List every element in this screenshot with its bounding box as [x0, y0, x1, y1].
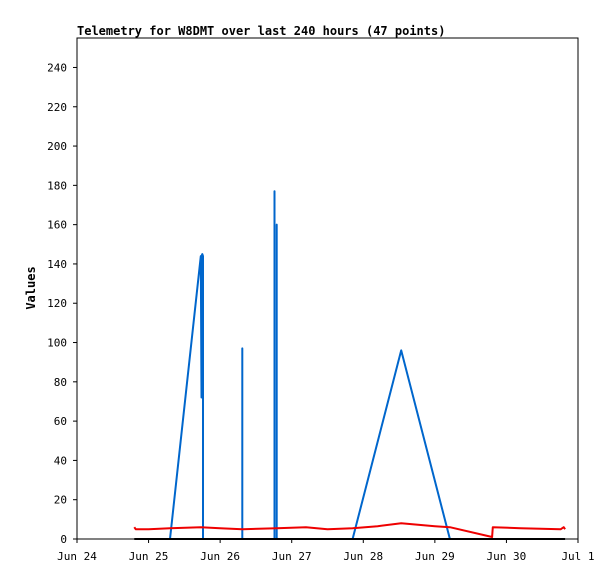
x-tick-label: Jun 30 [487, 550, 527, 563]
x-tick-label: Jun 28 [343, 550, 383, 563]
series-line [133, 522, 566, 538]
y-tick-label: 240 [47, 61, 67, 74]
x-tick-label: Jul 1 [561, 550, 594, 563]
x-tick-label: Jun 29 [415, 550, 455, 563]
y-axis-label: Values [24, 266, 38, 309]
x-tick-label: Jun 26 [200, 550, 240, 563]
y-tick-label: 20 [54, 494, 67, 507]
x-tick-label: Jun 24 [57, 550, 97, 563]
y-tick-label: 40 [54, 454, 67, 467]
y-tick-label: 120 [47, 297, 67, 310]
y-tick-label: 0 [60, 533, 67, 546]
y-tick-label: 80 [54, 376, 67, 389]
y-tick-label: 200 [47, 140, 67, 153]
y-tick-label: 160 [47, 219, 67, 232]
series-line [169, 190, 451, 540]
y-tick-label: 220 [47, 101, 67, 114]
x-tick-label: Jun 27 [272, 550, 312, 563]
y-axis: 0 20 40 60 80 100 120 140 160 180 200 220 240 [47, 61, 77, 546]
plot-area-frame [76, 37, 579, 540]
y-tick-label: 140 [47, 258, 67, 271]
series-layer [133, 190, 566, 540]
y-tick-label: 100 [47, 337, 67, 350]
y-tick-label: 180 [47, 179, 67, 192]
x-axis: Jun 24 Jun 25 Jun 26 Jun 27 Jun 28 Jun 29 Jun … [57, 539, 595, 563]
y-tick-label: 60 [54, 415, 67, 428]
chart-title: Telemetry for W8DMT over last 240 hours … [77, 24, 445, 38]
x-tick-label: Jun 25 [129, 550, 169, 563]
